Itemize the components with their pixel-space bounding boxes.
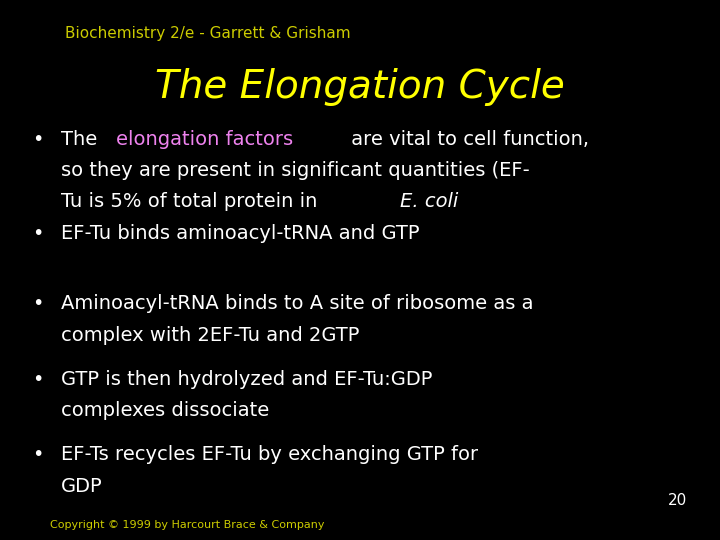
Text: GTP is then hydrolyzed and EF-Tu:GDP: GTP is then hydrolyzed and EF-Tu:GDP	[61, 370, 433, 389]
Text: The Elongation Cycle: The Elongation Cycle	[155, 68, 565, 105]
Text: Copyright © 1999 by Harcourt Brace & Company: Copyright © 1999 by Harcourt Brace & Com…	[50, 520, 325, 530]
Text: •: •	[32, 370, 44, 389]
Text: complexes dissociate: complexes dissociate	[61, 401, 269, 420]
Text: 20: 20	[668, 492, 688, 508]
Text: The: The	[61, 130, 104, 148]
Text: •: •	[32, 446, 44, 464]
Text: Tu is 5% of total protein in: Tu is 5% of total protein in	[61, 192, 324, 211]
Text: EF-Tu binds aminoacyl-tRNA and GTP: EF-Tu binds aminoacyl-tRNA and GTP	[61, 224, 420, 243]
Text: elongation factors: elongation factors	[116, 130, 293, 148]
Text: are vital to cell function,: are vital to cell function,	[345, 130, 588, 148]
Text: Biochemistry 2/e - Garrett & Grisham: Biochemistry 2/e - Garrett & Grisham	[65, 26, 351, 41]
Text: •: •	[32, 224, 44, 243]
Text: E. coli: E. coli	[400, 192, 459, 211]
Text: complex with 2EF-Tu and 2GTP: complex with 2EF-Tu and 2GTP	[61, 326, 359, 345]
Text: so they are present in significant quantities (EF-: so they are present in significant quant…	[61, 161, 530, 180]
Text: Aminoacyl-tRNA binds to A site of ribosome as a: Aminoacyl-tRNA binds to A site of riboso…	[61, 294, 534, 313]
Text: •: •	[32, 294, 44, 313]
Text: GDP: GDP	[61, 477, 103, 496]
Text: •: •	[32, 130, 44, 148]
Text: EF-Ts recycles EF-Tu by exchanging GTP for: EF-Ts recycles EF-Tu by exchanging GTP f…	[61, 446, 478, 464]
